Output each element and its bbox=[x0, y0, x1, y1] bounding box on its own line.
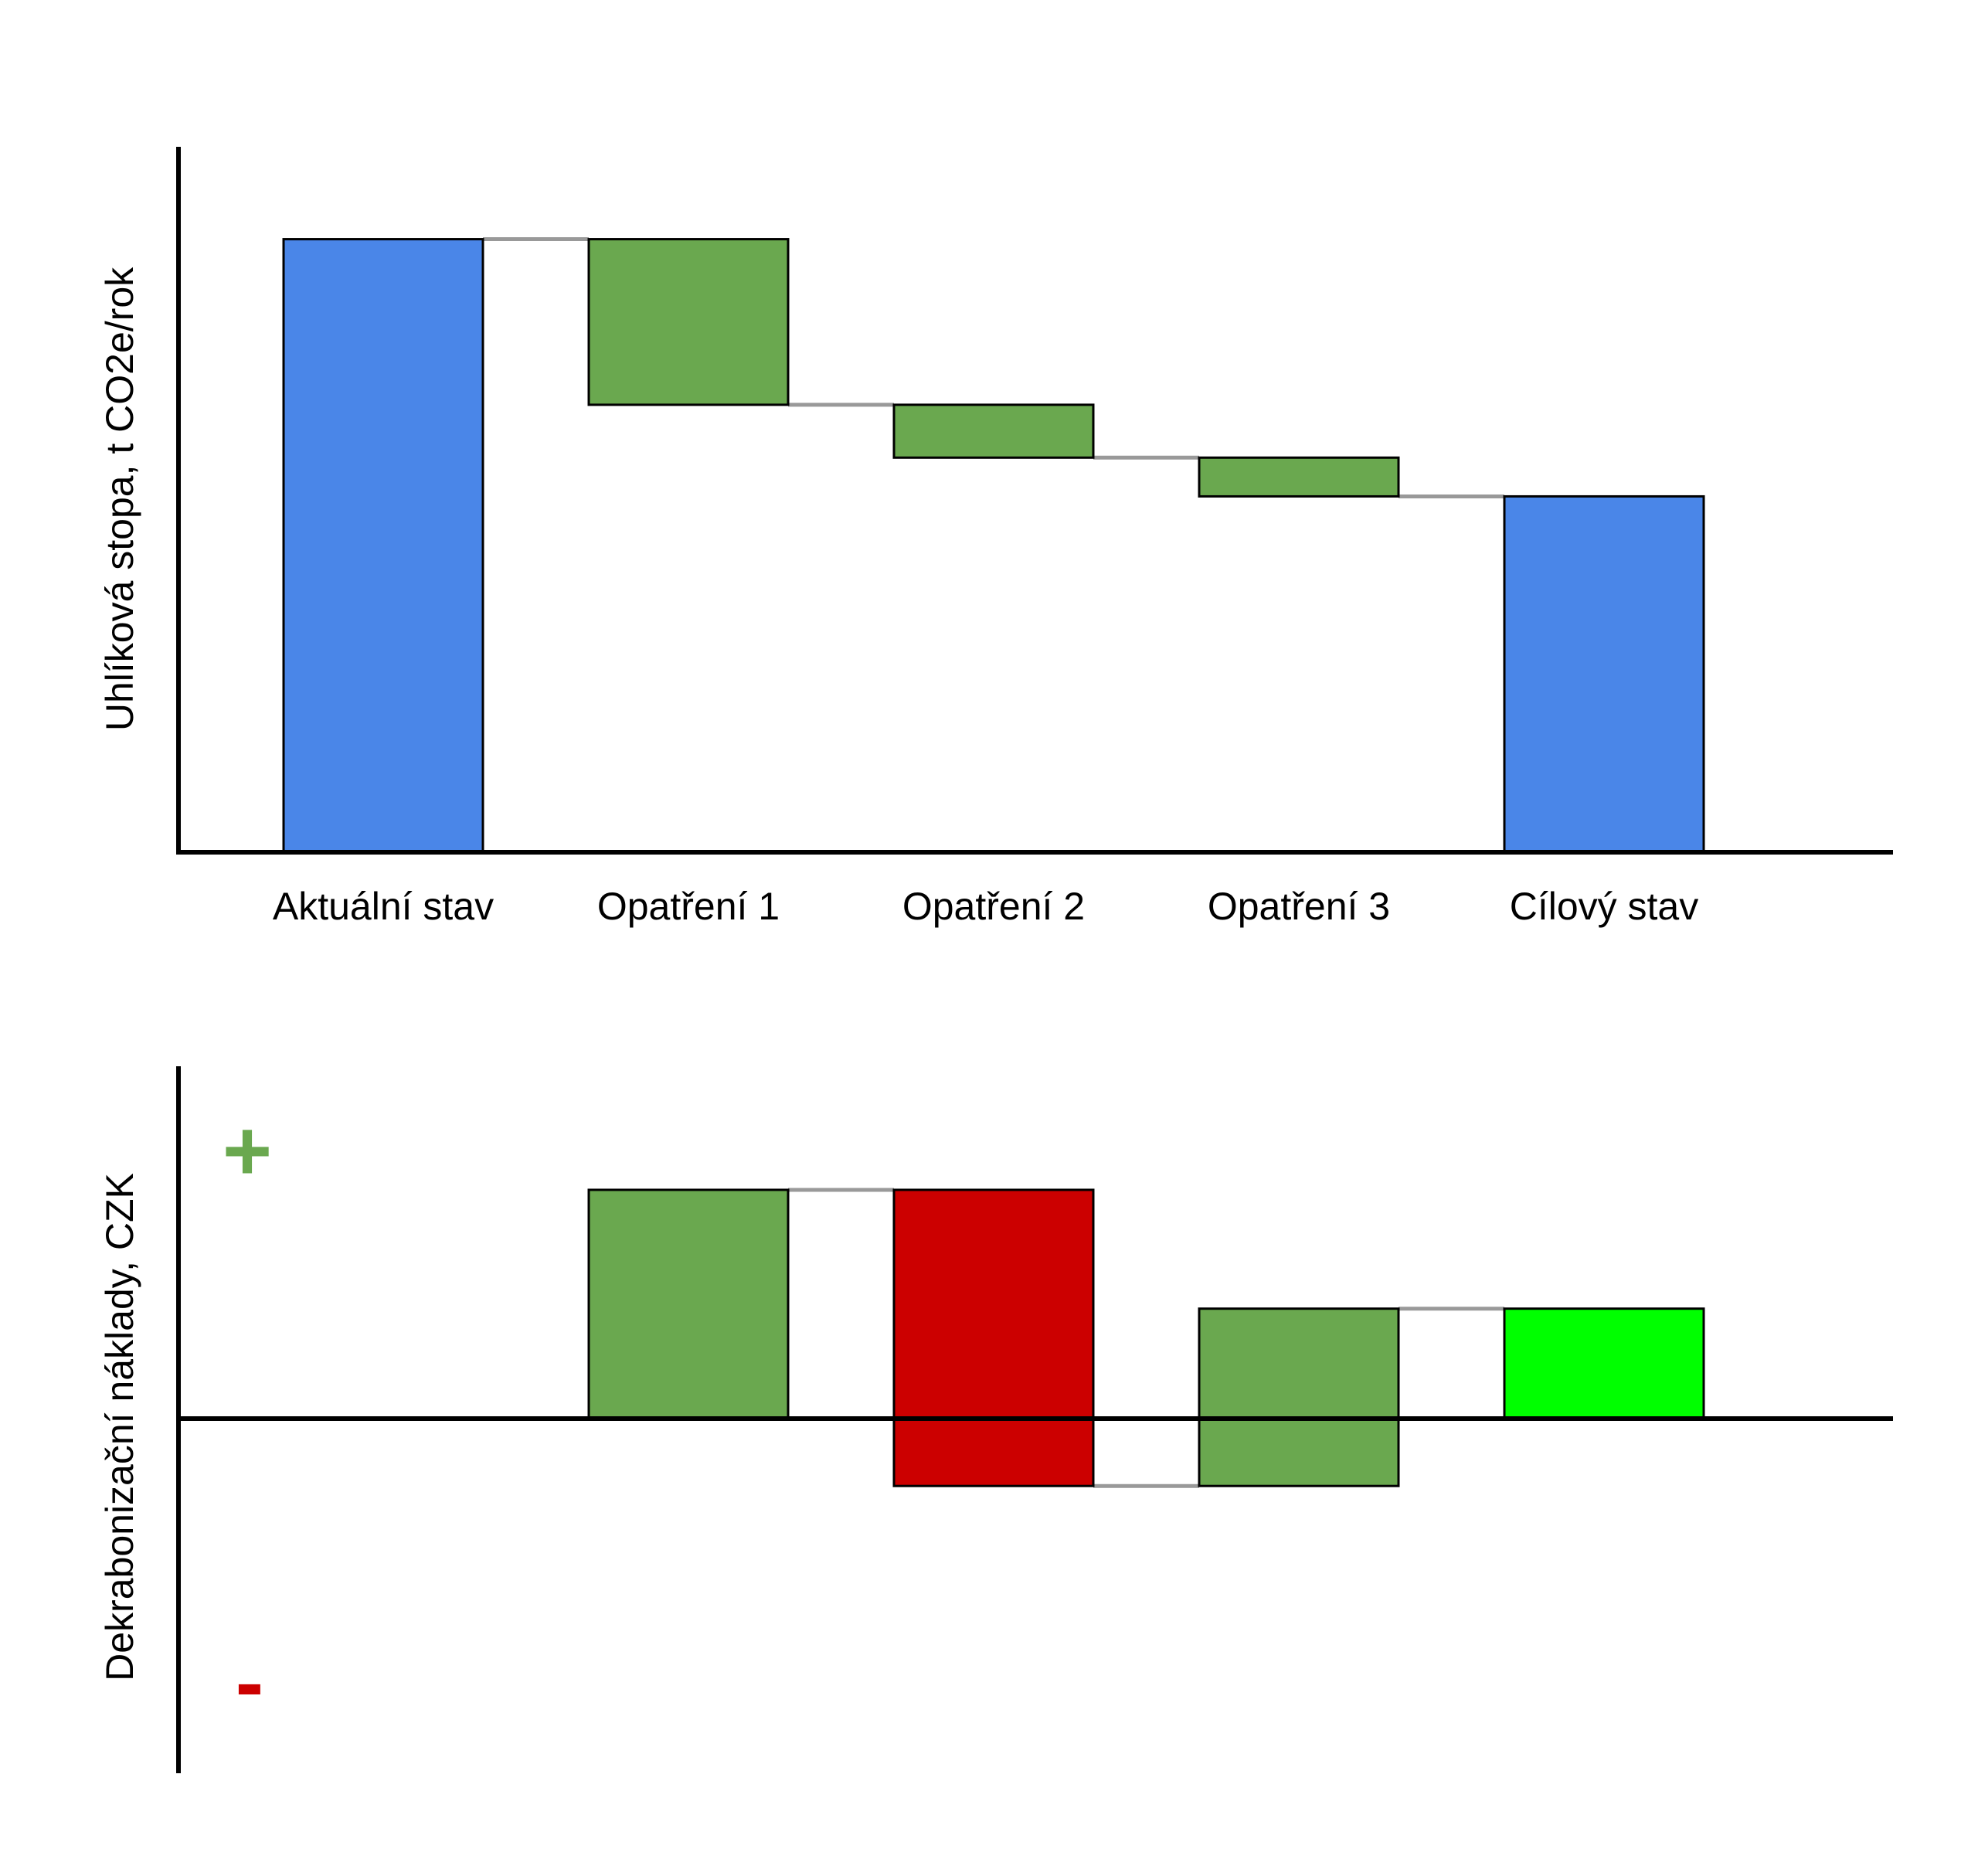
c1-bar-opatreni-3 bbox=[1198, 456, 1400, 498]
c1-tick-cilovy-stav: Cílový stav bbox=[1510, 885, 1699, 928]
c1-tick-opatreni-3: Opatření 3 bbox=[1208, 885, 1390, 928]
c1-tick-opatreni-2: Opatření 2 bbox=[902, 885, 1085, 928]
c2-bar-opatreni-3 bbox=[1198, 1307, 1400, 1487]
c1-bar-aktualni-stav bbox=[282, 238, 484, 854]
c1-bar-opatreni-1 bbox=[587, 238, 790, 406]
decarbonization-cost-chart: Dekrabonizační náklady, CZK + - bbox=[98, 1066, 1893, 1773]
c2-bar-opatreni-2 bbox=[892, 1188, 1095, 1487]
c2-bar-opatreni-1 bbox=[587, 1188, 790, 1420]
c2-bar-cilovy-stav bbox=[1503, 1307, 1705, 1420]
c1-tick-opatreni-1: Opatření 1 bbox=[597, 885, 780, 928]
c1-bar-opatreni-2 bbox=[892, 403, 1095, 459]
c1-tick-aktualni-stav: Aktuální stav bbox=[273, 885, 494, 928]
minus-marker: - bbox=[236, 1635, 264, 1730]
c2-y-axis-label: Dekrabonizační náklady, CZK bbox=[98, 1173, 141, 1681]
plus-marker: + bbox=[223, 1103, 272, 1198]
c1-y-axis-label: Uhlíková stopa, t CO2e/rok bbox=[98, 267, 141, 731]
carbon-footprint-chart: Uhlíková stopa, t CO2e/rok Aktuální stav… bbox=[98, 147, 1893, 928]
c1-bar-cilovy-stav bbox=[1503, 494, 1705, 854]
